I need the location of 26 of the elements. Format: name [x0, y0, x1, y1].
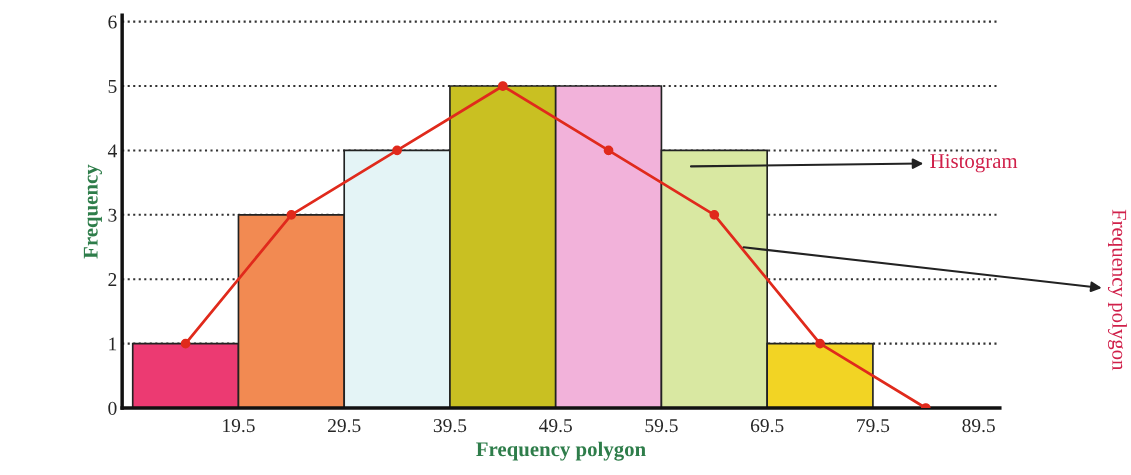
y-tick-label: 3 — [108, 208, 117, 222]
y-tick-label: 2 — [108, 273, 117, 286]
x-tick-label: 59.5 — [645, 419, 678, 433]
x-tick-label: 69.5 — [750, 419, 784, 433]
x-tick-label: 29.5 — [328, 419, 361, 433]
y-tick-label: 4 — [107, 144, 117, 158]
x-axis-title: Frequency polygon — [476, 441, 646, 461]
point — [286, 209, 297, 220]
x-tick-label: 39.5 — [433, 419, 467, 433]
y-tick-label: 5 — [108, 80, 117, 93]
x-tick-label: 79.5 — [857, 419, 890, 433]
y-axis-title: Frequency — [83, 164, 103, 259]
point — [603, 145, 614, 156]
y-tick-label: 6 — [108, 15, 117, 29]
y-tick-label: 1 — [109, 337, 117, 351]
point — [392, 145, 402, 156]
annotation: Histogram — [930, 154, 1018, 173]
point — [497, 81, 508, 91]
x-tick-label: 19.5 — [223, 419, 255, 433]
x-tick-label: 89.5 — [962, 419, 995, 433]
x-tick-label: 49.5 — [539, 419, 572, 433]
text: Frequency polygon — [1107, 209, 1127, 371]
point — [180, 338, 191, 349]
point — [815, 338, 825, 349]
point — [709, 209, 720, 220]
y-tick-label: 0 — [108, 401, 117, 415]
